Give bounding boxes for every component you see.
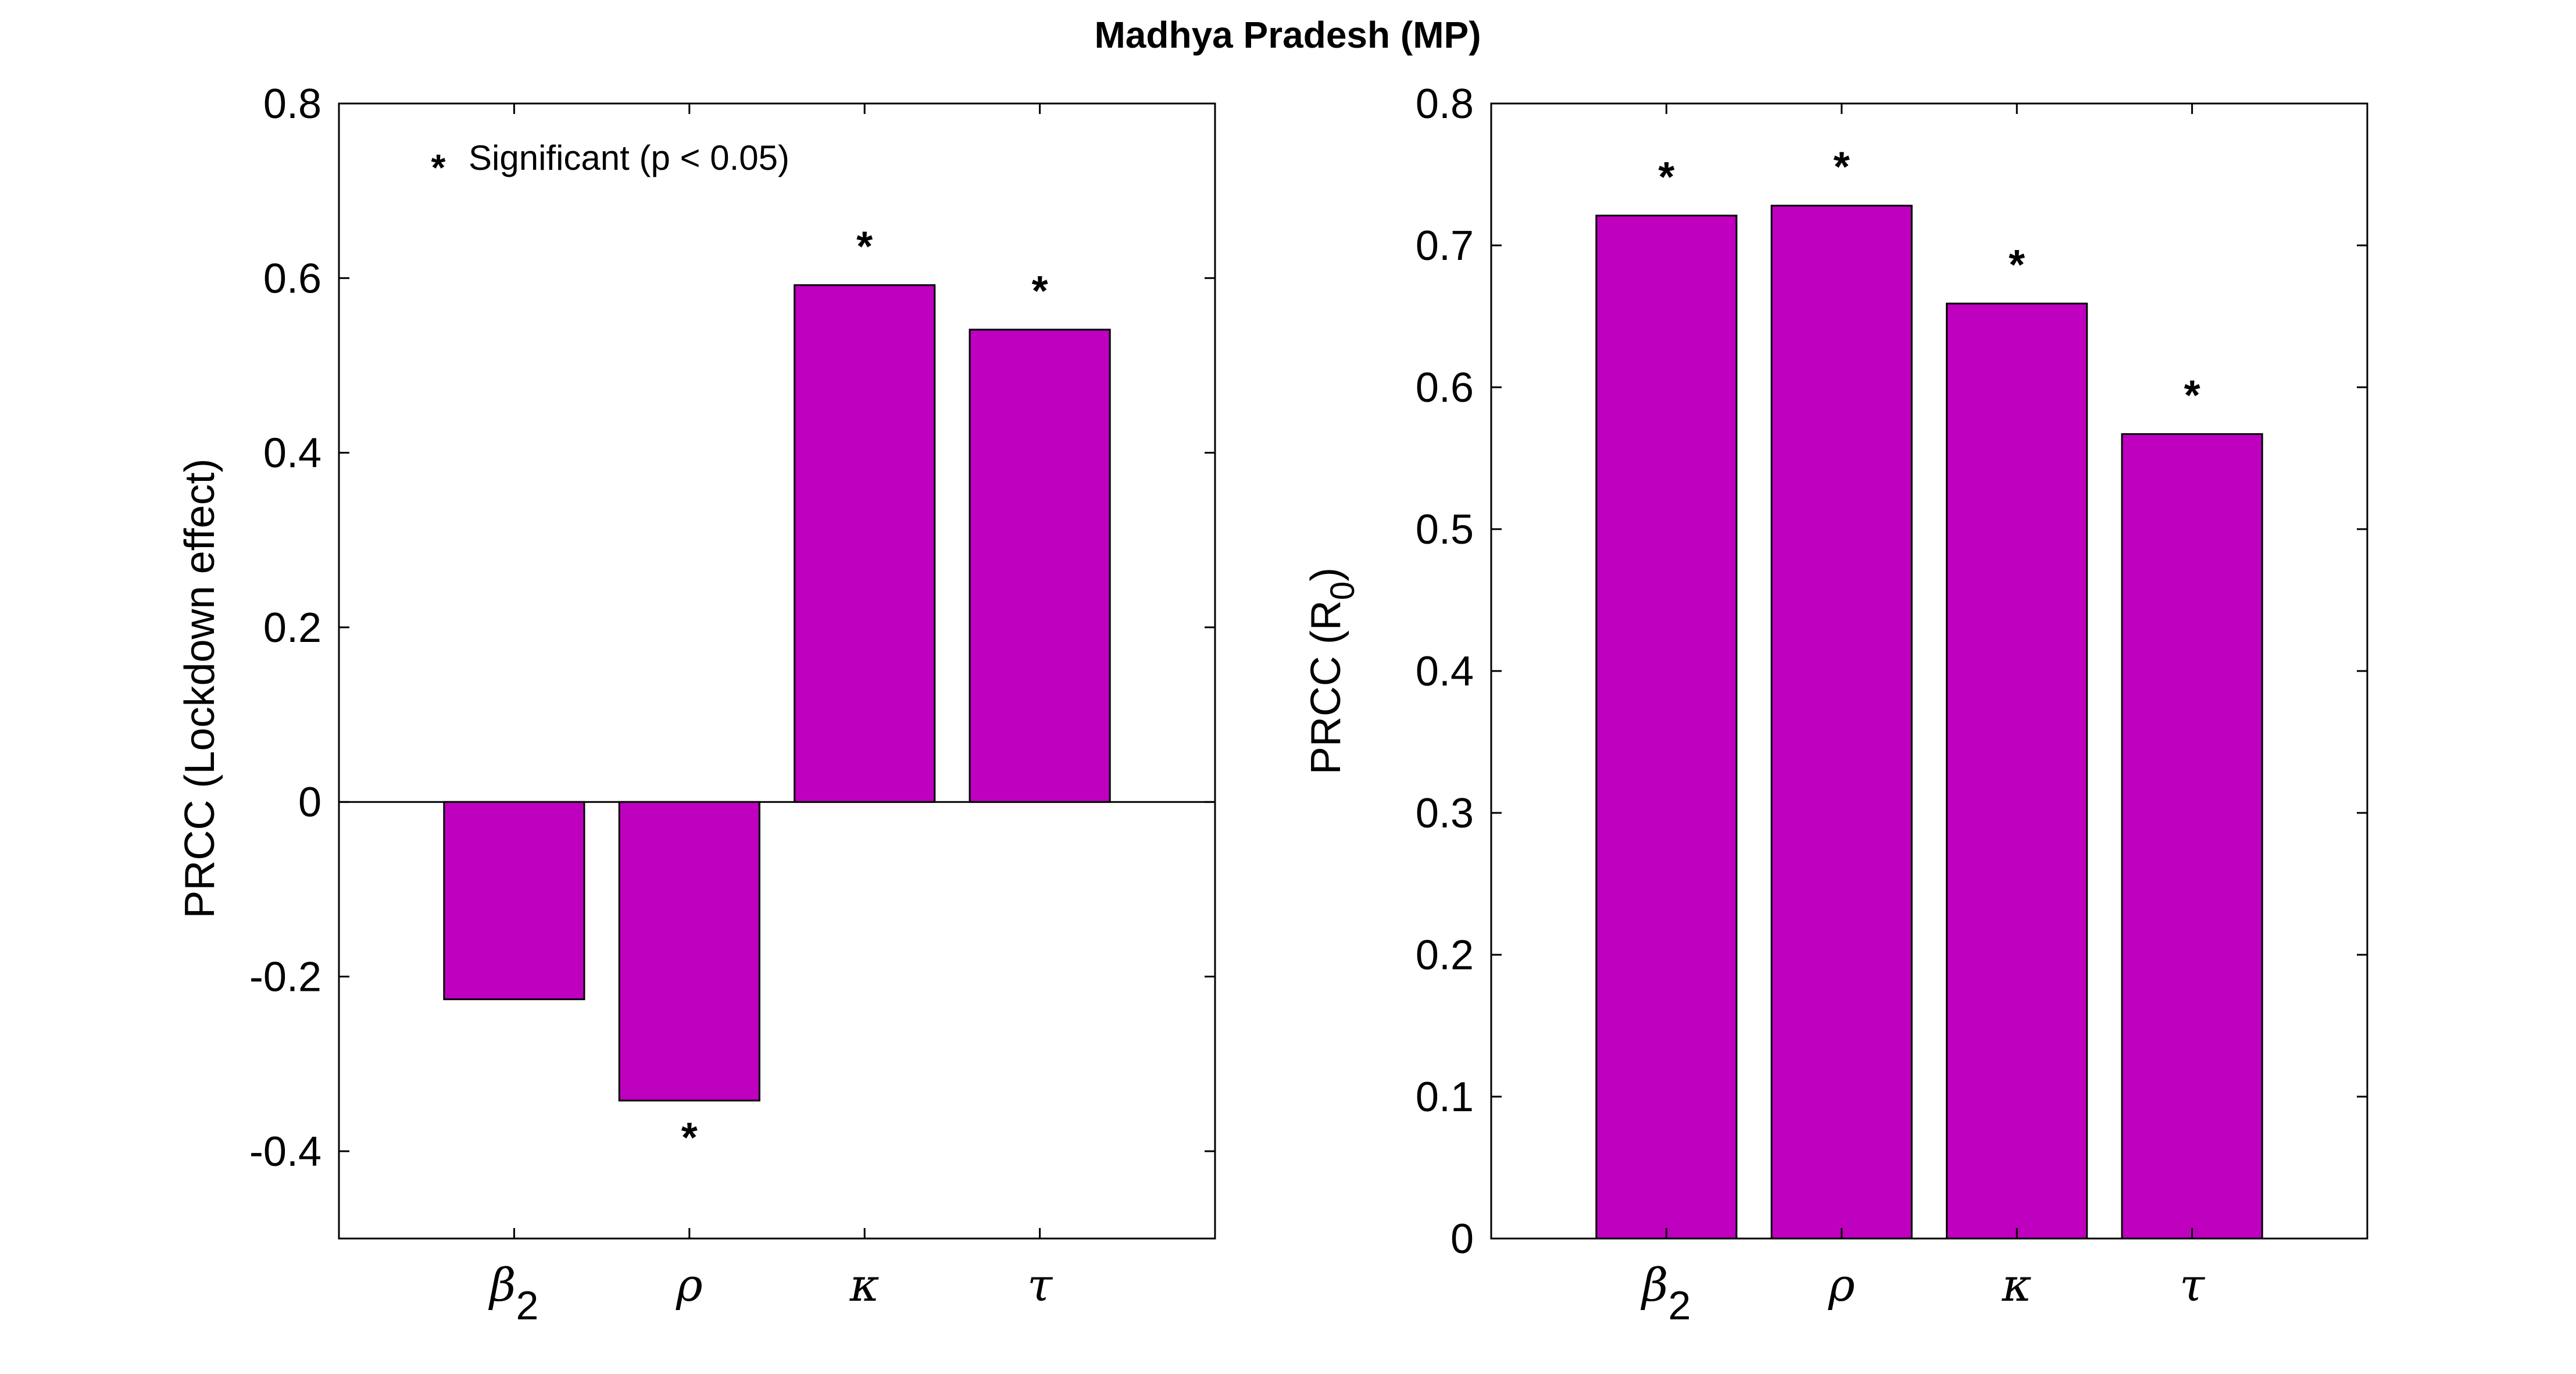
legend: * Significant (p < 0.05): [431, 138, 789, 188]
x-category-label: τ: [2180, 1259, 2206, 1312]
plot-frame: [338, 102, 1216, 1240]
significance-star: *: [2009, 242, 2025, 288]
bar-1: [443, 801, 585, 1001]
y-tick-label: 0.3: [1416, 790, 1474, 837]
y-tick-label: 0.8: [1416, 81, 1474, 127]
y-tick-label: 0.4: [1416, 648, 1474, 695]
y-tick-label: 0: [1450, 1216, 1474, 1262]
significance-star: *: [2184, 373, 2200, 419]
x-category-label: ρ: [676, 1259, 703, 1312]
significance-star: *: [1658, 154, 1674, 201]
significance-star: *: [1834, 144, 1850, 191]
figure-title: Madhya Pradesh (MP): [1094, 14, 1481, 56]
y-tick-label: 0.1: [1416, 1074, 1474, 1120]
y-tick-label: 0.6: [263, 255, 321, 302]
y-tick-label: 0.2: [1416, 932, 1474, 979]
bar-4: [2121, 433, 2263, 1240]
bar-1: [1595, 215, 1738, 1240]
significance-star: *: [681, 1115, 698, 1161]
y-tick-label: 0.6: [1416, 365, 1474, 411]
bar-3: [794, 284, 936, 803]
x-category-label: τ: [1027, 1259, 1053, 1312]
significance-star: *: [856, 223, 873, 270]
x-category-subscript: 2: [516, 1283, 538, 1328]
x-category-label: ρ: [1828, 1259, 1855, 1312]
x-category-label: κ: [2002, 1259, 2032, 1312]
y-tick-label: 0.8: [263, 81, 321, 127]
y-axis-label-tail: ): [1303, 568, 1349, 581]
y-tick-label: -0.2: [249, 954, 321, 1001]
y-tick-label: -0.4: [249, 1129, 321, 1175]
bar-2: [618, 801, 760, 1102]
y-axis-label-subscript: 0: [1324, 581, 1362, 600]
bar-4: [969, 329, 1111, 803]
y-axis-label: PRCC (Lockdown effect): [177, 459, 223, 919]
legend-text: Significant (p < 0.05): [469, 138, 789, 177]
y-tick-label: 0.7: [1416, 223, 1474, 269]
y-tick-label: 0: [298, 779, 321, 826]
y-tick-label: 0.4: [263, 430, 321, 477]
legend-marker: *: [431, 147, 446, 188]
y-tick-label: 0.5: [1416, 506, 1474, 553]
y-tick-label: 0.2: [263, 605, 321, 651]
significance-star: *: [1032, 268, 1048, 315]
bar-2: [1770, 205, 1913, 1240]
x-category-subscript: 2: [1668, 1283, 1691, 1328]
x-category-label: κ: [849, 1259, 880, 1312]
bar-3: [1946, 302, 2088, 1240]
